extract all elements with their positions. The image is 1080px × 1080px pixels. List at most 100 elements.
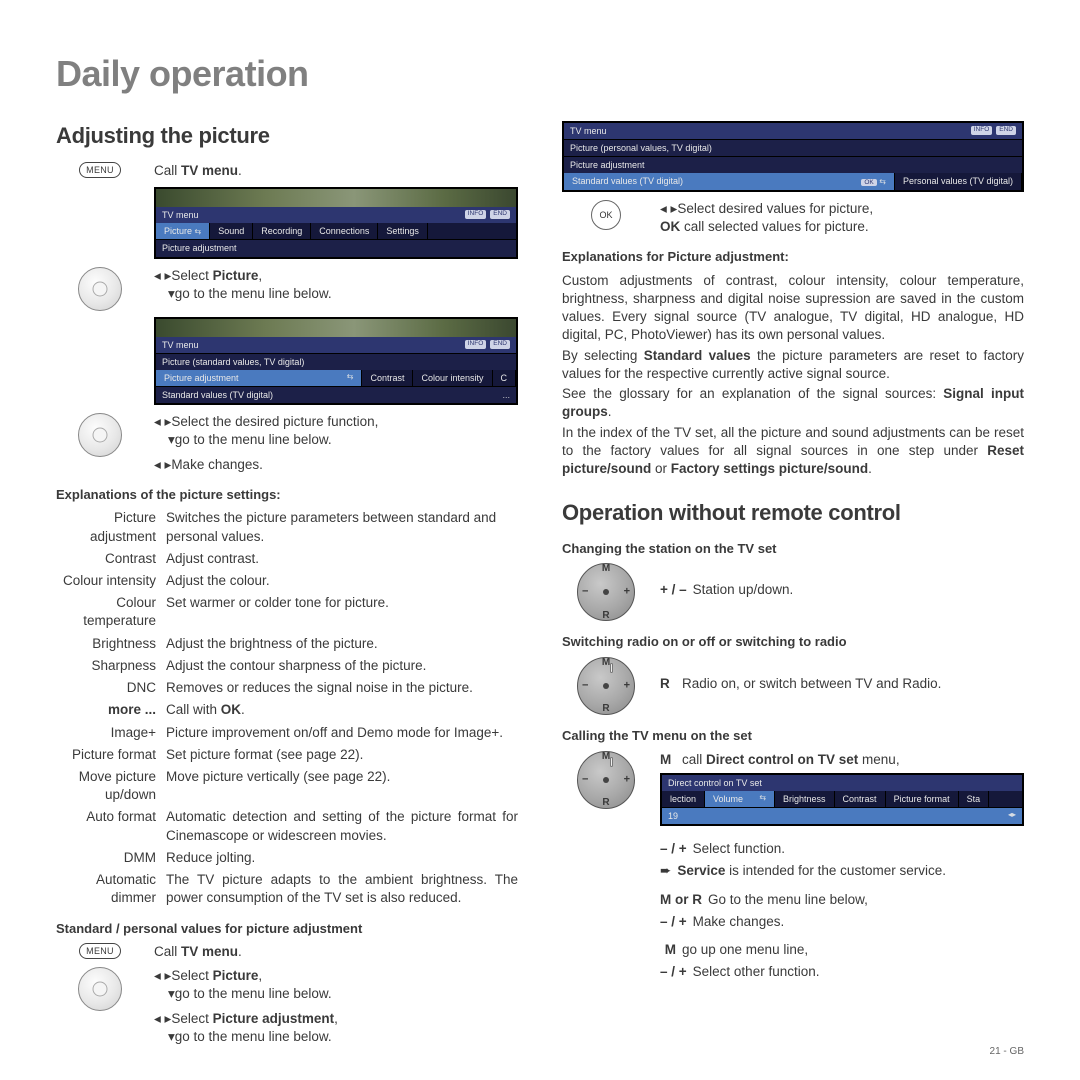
- step-text: go to the menu line below.: [154, 985, 518, 1003]
- text: .: [238, 163, 242, 178]
- tag: END: [490, 340, 510, 349]
- dpad-icon: [78, 413, 122, 457]
- std-heading: Standard / personal values for picture a…: [56, 920, 518, 938]
- tab: Brightness: [775, 791, 835, 807]
- step-text: go to the menu line below.: [154, 1028, 518, 1046]
- menu-button-icon: MENU: [79, 162, 121, 178]
- right-column: TV menu INFOEND Picture (personal values…: [562, 121, 1024, 1053]
- tab: Contrast: [362, 370, 413, 386]
- tab: Recording: [253, 223, 311, 240]
- kv-row: – / +Select function.: [660, 840, 1024, 858]
- step-text: go to the menu line below.: [154, 431, 518, 449]
- tv-menu-row: Standard values (TV digital) OK ⇆: [564, 173, 895, 190]
- left-column: Adjusting the picture MENU Call TV menu.…: [56, 121, 518, 1053]
- step-text: go to the menu line below.: [154, 285, 518, 303]
- def-term: Brightness: [56, 635, 156, 653]
- dpad-icon: [78, 967, 122, 1011]
- operation-heading: Operation without remote control: [562, 498, 1024, 528]
- def-desc: Adjust the brightness of the picture.: [166, 635, 518, 653]
- def-term: DMM: [56, 849, 156, 867]
- text: Call: [154, 163, 181, 178]
- control-knob-icon: MR−+: [577, 563, 635, 621]
- tag: END: [490, 210, 510, 219]
- def-desc: Adjust the colour.: [166, 572, 518, 590]
- page-title: Daily operation: [56, 50, 1024, 99]
- kv-row: RRadio on, or switch between TV and Radi…: [660, 675, 1024, 693]
- tv-menu-row: Picture (personal values, TV digital): [564, 139, 1022, 156]
- tv-menu-row: Standard values (TV digital)...: [156, 386, 516, 403]
- def-desc: Automatic detection and setting of the p…: [166, 808, 518, 844]
- tv-menu-title: TV menu: [162, 339, 199, 351]
- step-text: Select Picture,: [154, 267, 518, 285]
- step-text: Select Picture adjustment,: [154, 1010, 518, 1028]
- tab: Colour intensity: [413, 370, 492, 386]
- def-desc: Adjust the contour sharpness of the pict…: [166, 657, 518, 675]
- kv-row: – / +Make changes.: [660, 913, 1024, 931]
- step-text: Select the desired picture function,: [154, 413, 518, 431]
- def-term: Move picture up/down: [56, 768, 156, 804]
- def-desc: Move picture vertically (see page 22).: [166, 768, 518, 804]
- step-text: Make changes.: [154, 456, 518, 474]
- paragraph: In the index of the TV set, all the pict…: [562, 424, 1024, 479]
- columns: Adjusting the picture MENU Call TV menu.…: [56, 121, 1024, 1053]
- explanations-heading: Explanations of the picture settings:: [56, 486, 518, 504]
- call-tv-menu: Call TV menu.: [154, 162, 518, 180]
- expl-pic-adj-heading: Explanations for Picture adjustment:: [562, 248, 1024, 266]
- tv-menu-row: Picture (standard values, TV digital): [156, 353, 516, 370]
- def-desc: Adjust contrast.: [166, 550, 518, 568]
- sub3-heading: Calling the TV menu on the set: [562, 727, 1024, 745]
- text: TV menu: [181, 163, 238, 178]
- tab: C: [493, 370, 517, 386]
- paragraph: Custom adjustments of contrast, colour i…: [562, 272, 1024, 345]
- def-desc: Set picture format (see page 22).: [166, 746, 518, 764]
- def-term: DNC: [56, 679, 156, 697]
- paragraph: By selecting Standard values the picture…: [562, 347, 1024, 383]
- tv-menu-title: TV menu: [162, 209, 199, 221]
- def-term: Picture adjustment: [56, 509, 156, 545]
- ok-button-icon: OK: [591, 200, 621, 230]
- tv-menu-screenshot-4: Direct control on TV set lection Volume⇆…: [660, 773, 1024, 826]
- menu-button-icon: MENU: [79, 943, 121, 959]
- tab: Personal values (TV digital): [895, 173, 1022, 190]
- tag: INFO: [971, 126, 993, 135]
- kv-row: Service is intended for the customer ser…: [660, 862, 1024, 880]
- tv-menu-row: Picture adjustment ⇆: [156, 370, 362, 386]
- def-desc: Removes or reduces the signal noise in t…: [166, 679, 518, 697]
- tab: Connections: [311, 223, 378, 240]
- paragraph: See the glossary for an explanation of t…: [562, 385, 1024, 421]
- dpad-icon: [78, 267, 122, 311]
- sub1-heading: Changing the station on the TV set: [562, 540, 1024, 558]
- def-desc: Set warmer or colder tone for picture.: [166, 594, 518, 630]
- tab: lection: [662, 791, 705, 807]
- tv-menu-screenshot-2: TV menu INFOEND Picture (standard values…: [154, 317, 518, 406]
- kv-row: – / +Select other function.: [660, 963, 1024, 981]
- tag: INFO: [465, 210, 487, 219]
- def-desc: Picture improvement on/off and Demo mode…: [166, 724, 518, 742]
- tab: Sound: [210, 223, 253, 240]
- sub2-heading: Switching radio on or off or switching t…: [562, 633, 1024, 651]
- def-term: more ...: [56, 701, 156, 719]
- control-knob-icon: MR−+: [577, 751, 635, 809]
- def-desc: Reduce jolting.: [166, 849, 518, 867]
- def-term: Colour intensity: [56, 572, 156, 590]
- def-desc: Switches the picture parameters between …: [166, 509, 518, 545]
- def-desc: The TV picture adapts to the ambient bri…: [166, 871, 518, 907]
- step-text: OK call selected values for picture.: [660, 218, 1024, 236]
- def-term: Picture format: [56, 746, 156, 764]
- tab: Picture ⇆: [156, 223, 210, 240]
- page-footer: 21 - GB: [990, 1045, 1024, 1059]
- tab: Sta: [959, 791, 990, 807]
- kv-row: M call Direct control on TV set menu,: [660, 751, 1024, 769]
- def-term: Auto format: [56, 808, 156, 844]
- def-term: Contrast: [56, 550, 156, 568]
- def-desc: Call with OK.: [166, 701, 518, 719]
- tab: Contrast: [835, 791, 886, 807]
- def-term: Sharpness: [56, 657, 156, 675]
- tv-menu-screenshot-1: TV menu INFOEND Picture ⇆ Sound Recordin…: [154, 187, 518, 259]
- tv-menu-value: 19◂▸: [662, 807, 1022, 824]
- tab: Picture format: [886, 791, 959, 807]
- tv-menu-screenshot-3: TV menu INFOEND Picture (personal values…: [562, 121, 1024, 192]
- tv-menu-title: Direct control on TV set: [668, 777, 762, 789]
- def-term: Colour temperature: [56, 594, 156, 630]
- kv-row: + / –Station up/down.: [660, 581, 1024, 599]
